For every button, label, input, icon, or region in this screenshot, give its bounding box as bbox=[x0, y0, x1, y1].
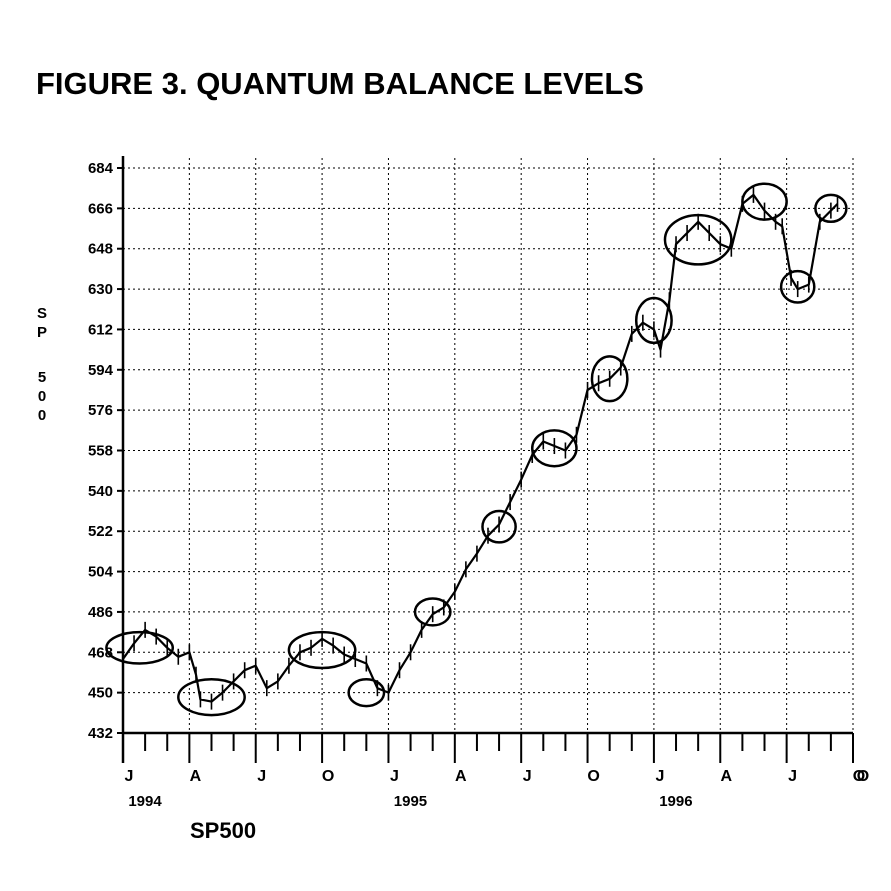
series-label: SP500 bbox=[190, 818, 256, 843]
x-tick-label: J bbox=[655, 768, 664, 785]
x-tick-label: O bbox=[853, 768, 865, 785]
y-tick-label: 684 bbox=[88, 160, 114, 177]
balance-ellipse bbox=[741, 182, 788, 221]
balance-ellipse bbox=[413, 597, 452, 627]
x-tick-label: O bbox=[587, 768, 599, 785]
series-line bbox=[122, 193, 839, 703]
balance-ellipse bbox=[481, 509, 517, 544]
y-tick-label: 576 bbox=[88, 402, 113, 419]
y-tick-label: 612 bbox=[88, 321, 113, 338]
x-tick-label: A bbox=[720, 768, 732, 785]
axes bbox=[117, 156, 854, 763]
balance-level-ellipses bbox=[105, 182, 848, 717]
y-tick-label: 594 bbox=[88, 362, 114, 379]
balance-ellipse bbox=[105, 630, 175, 665]
y-label-char: 0 bbox=[38, 388, 46, 405]
y-tick-label: 666 bbox=[88, 200, 113, 217]
year-label: 1996 bbox=[659, 793, 692, 810]
year-labels: 1994 1995 1996 bbox=[128, 793, 692, 810]
y-tick-label: 540 bbox=[88, 483, 113, 500]
balance-ellipse bbox=[590, 355, 629, 403]
y-tick-label: 504 bbox=[88, 564, 114, 581]
x-tick-label: J bbox=[390, 768, 399, 785]
series bbox=[122, 186, 839, 710]
x-tick-label: J bbox=[257, 768, 266, 785]
x-axis-ticks: J A J O J A J O J A J OO bbox=[125, 768, 870, 785]
y-tick-label: 648 bbox=[88, 241, 113, 258]
y-tick-label: 558 bbox=[88, 443, 113, 460]
balance-ellipse bbox=[779, 269, 816, 304]
x-tick-label: A bbox=[190, 768, 202, 785]
x-tick-label: O bbox=[322, 768, 334, 785]
y-tick-label: 522 bbox=[88, 523, 113, 540]
balance-ellipse bbox=[814, 193, 848, 224]
y-tick-label: 486 bbox=[88, 604, 113, 621]
y-label-char: 0 bbox=[38, 407, 46, 424]
y-label-char: S bbox=[37, 305, 47, 322]
year-label: 1994 bbox=[128, 793, 162, 810]
balance-ellipse bbox=[663, 213, 733, 266]
balance-ellipse bbox=[634, 296, 673, 345]
y-tick-label: 450 bbox=[88, 685, 113, 702]
balance-ellipse bbox=[530, 429, 578, 468]
x-tick-label: A bbox=[455, 768, 467, 785]
grid bbox=[123, 158, 854, 734]
x-tick-label: J bbox=[788, 768, 797, 785]
y-axis-ticks: 4324504684865045225405585765946126306486… bbox=[88, 160, 114, 742]
y-tick-label: 432 bbox=[88, 725, 113, 742]
balance-ellipse bbox=[347, 677, 386, 708]
balance-ellipse bbox=[177, 677, 246, 717]
y-label-char: 5 bbox=[38, 369, 46, 386]
x-tick-label: J bbox=[125, 768, 134, 785]
y-label-char: P bbox=[37, 324, 47, 341]
x-tick-label: O bbox=[857, 768, 869, 785]
year-label: 1995 bbox=[394, 793, 427, 810]
balance-ellipse bbox=[287, 630, 357, 670]
chart-title: FIGURE 3. QUANTUM BALANCE LEVELS bbox=[36, 66, 644, 101]
y-axis-label: SP 5 0 0 bbox=[37, 305, 47, 424]
y-tick-label: 630 bbox=[88, 281, 113, 298]
x-tick-label: J bbox=[523, 768, 532, 785]
